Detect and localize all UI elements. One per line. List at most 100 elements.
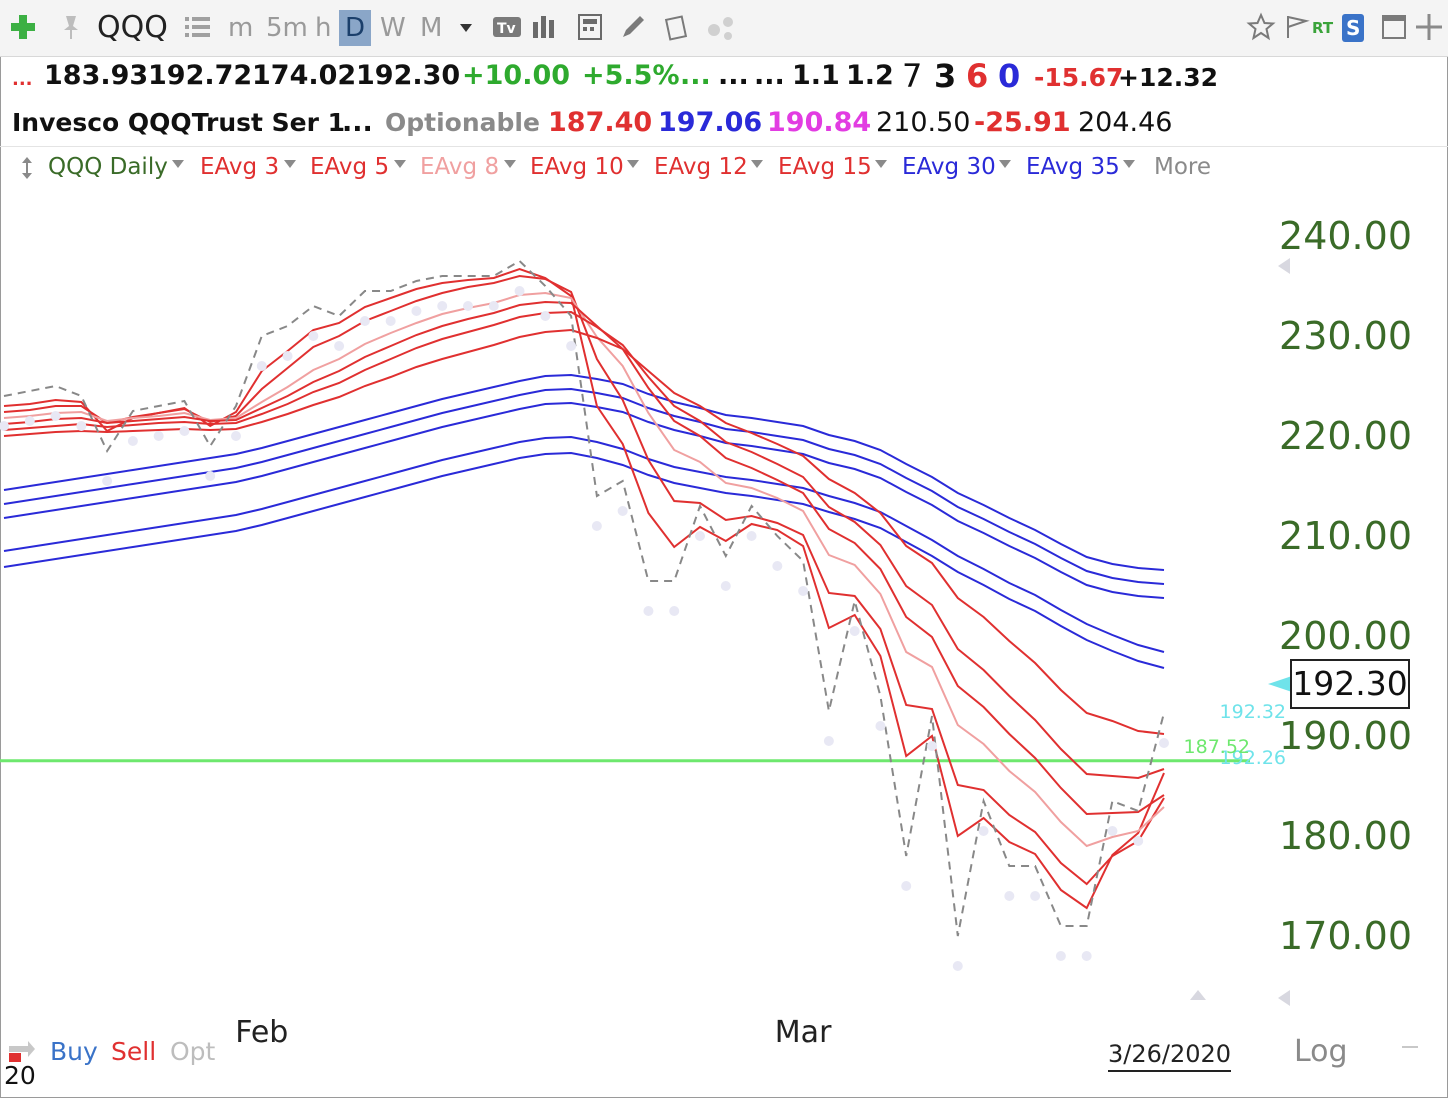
quote-count-6: 6 — [966, 57, 989, 95]
optionable-label: Optionable — [385, 108, 540, 137]
legend-dropdown-icon[interactable] — [875, 160, 887, 168]
price-tag-top: 192.32 — [1220, 701, 1286, 723]
quote-ratio-1: 1.1 — [792, 60, 840, 91]
low-dot — [488, 301, 499, 311]
interval-dropdown-icon[interactable] — [460, 24, 472, 32]
window-icon[interactable] — [1380, 12, 1410, 42]
low-dot — [102, 476, 113, 486]
legend-eavg-35[interactable]: EAvg 35 — [1026, 154, 1120, 180]
name-ellipsis: ... — [342, 107, 373, 138]
legend-dropdown-icon[interactable] — [1123, 160, 1135, 168]
series-line-eavg-30 — [3, 401, 1165, 599]
pin-icon[interactable] — [56, 12, 86, 42]
quote-change-pct: +5.5% — [582, 60, 680, 91]
low-dot — [669, 606, 680, 616]
legend-eavg-10[interactable]: EAvg 10 — [530, 154, 624, 180]
add-icon[interactable] — [8, 12, 38, 42]
low-dot — [617, 506, 628, 516]
legend-dropdown-icon[interactable] — [504, 160, 516, 168]
series-line-eavg-8 — [3, 291, 1165, 848]
low-dot — [798, 586, 809, 596]
pencil-icon[interactable] — [618, 12, 648, 42]
security-name: Invesco QQQTrust Ser 1 — [12, 108, 346, 137]
low-dot — [24, 416, 35, 426]
series-line-eavg-35 — [3, 435, 1165, 653]
y-tick-label: 170.00 — [1279, 914, 1412, 958]
menu-icon[interactable] — [1402, 1046, 1418, 1048]
log-toggle[interactable]: Log — [1294, 1034, 1348, 1069]
low-dot — [231, 431, 241, 441]
legend-dropdown-icon[interactable] — [172, 160, 184, 168]
date-label: 3/26/2020 — [1108, 1038, 1232, 1072]
low-dot — [359, 316, 370, 326]
legend-dropdown-icon[interactable] — [999, 160, 1011, 168]
network-icon[interactable] — [706, 12, 736, 42]
legend-eavg-3[interactable]: EAvg 3 — [200, 154, 280, 180]
low-dot — [927, 741, 937, 751]
series-line-eavg-35 — [3, 451, 1165, 669]
legend-eavg-8[interactable]: EAvg 8 — [420, 154, 500, 180]
opt-button[interactable]: Opt — [170, 1037, 216, 1066]
legend-eavg-12[interactable]: EAvg 12 — [654, 154, 748, 180]
series-line-eavg-5 — [3, 274, 1165, 886]
y-tick-label: 200.00 — [1279, 614, 1412, 658]
legend-eavg-30[interactable]: EAvg 30 — [902, 154, 996, 180]
low-dot — [643, 606, 654, 616]
symbol-label[interactable]: QQQ — [97, 10, 168, 45]
svg-text:Tv: Tv — [497, 21, 516, 37]
low-dot — [772, 561, 783, 571]
chart-type-icon[interactable]: Tv — [492, 12, 522, 42]
buy-sell-icon[interactable] — [6, 1038, 36, 1064]
legend-qqq-daily[interactable]: QQQ Daily — [48, 154, 168, 180]
star-icon[interactable] — [1246, 12, 1276, 42]
quote-row-2: Invesco QQQTrust Ser 1 ... Optionable 18… — [0, 101, 1448, 145]
quote-positive: +12.32 — [1118, 63, 1219, 92]
legend-dropdown-icon[interactable] — [284, 160, 296, 168]
interval-5m[interactable]: 5m — [266, 13, 308, 43]
legend-dropdown-icon[interactable] — [394, 160, 406, 168]
low-dot — [978, 826, 989, 836]
buy-button[interactable]: Buy — [50, 1037, 98, 1066]
move-icon[interactable] — [1414, 12, 1444, 42]
legend-dropdown-icon[interactable] — [751, 160, 763, 168]
flag-icon[interactable] — [1284, 12, 1314, 42]
price-line — [3, 259, 1165, 937]
sell-button[interactable]: Sell — [111, 1037, 157, 1066]
quote-ratio-2: 1.2 — [846, 60, 894, 91]
low-dot — [849, 626, 860, 636]
year-label: 20 — [4, 1061, 36, 1090]
quote-high: 192.72 — [148, 60, 253, 91]
low-dot — [385, 316, 396, 326]
legend-more[interactable]: More — [1154, 154, 1212, 180]
interval-d[interactable]: D — [339, 10, 372, 46]
cards-icon[interactable] — [662, 12, 692, 42]
low-dot — [1133, 836, 1144, 846]
s-button[interactable]: S — [1342, 14, 1365, 42]
quote-value-3: 190.84 — [767, 107, 872, 138]
x-month-label: Mar — [775, 1015, 832, 1050]
legend-eavg-15[interactable]: EAvg 15 — [778, 154, 872, 180]
low-dot — [282, 351, 293, 361]
interval-mo[interactable]: M — [420, 13, 443, 43]
scroll-up-icon — [1278, 258, 1290, 274]
low-dot — [1004, 891, 1015, 901]
quote-value-4: 210.50 — [876, 107, 971, 138]
interval-h[interactable]: h — [315, 13, 332, 43]
quote-open: 183.93 — [44, 60, 149, 91]
bars-icon[interactable] — [530, 12, 560, 42]
legend-dropdown-icon[interactable] — [627, 160, 639, 168]
y-tick-label: 240.00 — [1279, 214, 1412, 258]
series-line-eavg-15 — [3, 328, 1165, 735]
calculator-icon[interactable] — [576, 12, 606, 42]
realtime-label[interactable]: RT — [1312, 19, 1334, 37]
interval-w[interactable]: W — [380, 13, 406, 43]
low-dot — [591, 521, 602, 531]
legend-eavg-5[interactable]: EAvg 5 — [310, 154, 390, 180]
interval-m[interactable]: m — [228, 13, 254, 43]
quote-count-7: 7 — [902, 57, 923, 95]
low-dot — [256, 361, 267, 371]
list-icon[interactable] — [182, 12, 212, 42]
resize-arrows-icon[interactable] — [20, 157, 34, 179]
low-dot — [308, 331, 319, 341]
